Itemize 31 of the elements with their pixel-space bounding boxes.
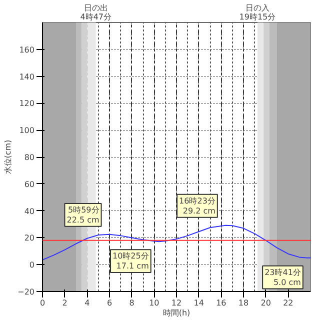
x-tick-label: 14 (194, 298, 204, 308)
x-tick-label: 8 (129, 298, 134, 308)
x-tick-label: 16 (216, 298, 226, 308)
y-axis-title: 水位(cm) (4, 140, 13, 174)
x-tick-label: 20 (260, 298, 271, 308)
x-tick-label: 22 (283, 298, 294, 308)
y-tick-label: 60 (24, 180, 35, 189)
y-tick-label: 0 (29, 260, 35, 270)
annotation: 16時23分 29.2 cm (179, 196, 216, 216)
y-tick-label: 40 (24, 206, 35, 216)
x-tick-label: 6 (106, 298, 112, 308)
x-tick-label: 12 (171, 298, 182, 308)
y-tick-label: −20 (18, 288, 35, 296)
annotation: 5時59分 22.5 cm (66, 205, 100, 224)
line-series (42, 224, 310, 260)
y-tick-label: 160 (19, 45, 35, 54)
annotation: 10時25分 17.1 cm (112, 252, 150, 270)
y-tick-label: 20 (24, 234, 35, 243)
x-tick-label: 2 (62, 298, 68, 308)
annotation: 23時41分 5.0 cm (264, 268, 302, 287)
y-tick-label: 140 (19, 72, 35, 82)
x-tick-label: 4 (84, 298, 90, 308)
y-tick-label: 100 (19, 126, 35, 136)
x-tick-label: 0 (40, 298, 46, 308)
band-label: 日の入 19時15分 (239, 4, 276, 22)
y-tick-label: 120 (19, 99, 35, 108)
x-axis-title: 時間(h) (162, 308, 190, 318)
y-tick-label: 80 (24, 153, 35, 162)
band-label: 日の出 4時47分 (80, 4, 112, 22)
x-tick-label: 10 (149, 298, 160, 308)
x-tick-label: 18 (238, 298, 249, 308)
